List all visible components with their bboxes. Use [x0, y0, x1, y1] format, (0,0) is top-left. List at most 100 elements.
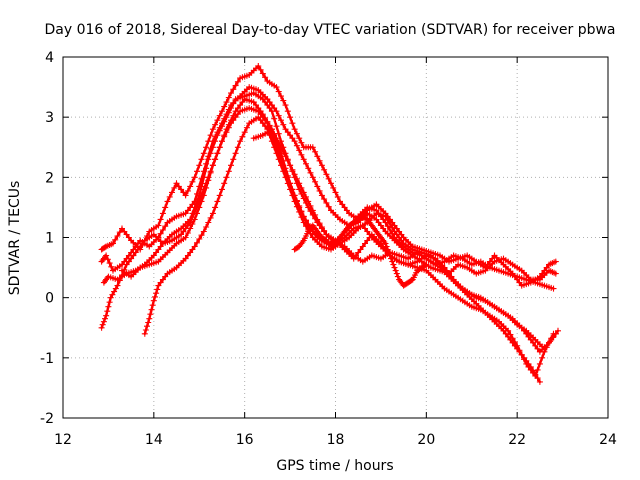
- data-point-marker: [99, 321, 106, 328]
- data-point-marker: [323, 171, 330, 178]
- data-point-marker: [325, 203, 332, 210]
- data-point-marker: [162, 223, 169, 230]
- data-point-marker: [184, 230, 191, 236]
- data-point-marker: [334, 193, 341, 200]
- data-point-marker: [141, 330, 148, 337]
- data-point-marker: [268, 126, 275, 133]
- data-point-marker: [278, 93, 284, 100]
- data-point-marker: [293, 175, 300, 182]
- data-point-marker: [280, 97, 287, 104]
- data-point-marker: [205, 177, 212, 184]
- data-point-marker: [314, 216, 321, 223]
- data-point-marker: [312, 211, 319, 218]
- y-tick-label: 3: [45, 110, 54, 126]
- data-point-marker: [323, 199, 330, 206]
- data-point-marker: [194, 239, 200, 246]
- data-point-marker: [309, 207, 316, 214]
- data-point-marker: [221, 118, 228, 125]
- data-point-marker: [278, 144, 284, 151]
- data-point-marker: [550, 285, 557, 292]
- data-point-marker: [293, 203, 300, 210]
- data-point-marker: [259, 70, 266, 77]
- data-point-marker: [280, 148, 287, 155]
- data-point-marker: [198, 156, 205, 163]
- data-point-marker: [214, 132, 221, 139]
- data-point-marker: [230, 86, 237, 93]
- data-point-marker: [271, 144, 278, 151]
- data-point-marker: [207, 132, 214, 139]
- data-point-marker: [287, 162, 294, 169]
- data-point-marker: [391, 264, 398, 271]
- data-point-marker: [307, 202, 314, 209]
- data-point-marker: [385, 249, 392, 256]
- data-point-marker: [116, 229, 123, 236]
- data-point-marker: [155, 222, 162, 229]
- data-point-marker: [300, 189, 307, 196]
- data-point-marker: [219, 123, 225, 130]
- data-point-marker: [325, 175, 332, 182]
- data-point-marker: [293, 142, 300, 149]
- x-tick-label: 20: [417, 432, 435, 448]
- data-point-marker: [105, 303, 112, 310]
- data-point-marker: [300, 219, 307, 226]
- data-point-marker: [394, 273, 401, 280]
- data-point-marker: [145, 319, 152, 326]
- data-point-marker: [148, 306, 155, 313]
- data-point-marker: [388, 255, 395, 262]
- data-point-marker: [219, 186, 225, 193]
- data-point-marker: [214, 150, 221, 157]
- data-point-marker: [382, 240, 389, 247]
- data-point-marker: [330, 184, 337, 191]
- chart-title: Day 016 of 2018, Sidereal Day-to-day VTE…: [44, 22, 615, 38]
- series-track-8: [291, 213, 430, 289]
- data-point-marker: [282, 102, 289, 109]
- data-point-marker: [191, 216, 198, 223]
- data-point-marker: [390, 261, 397, 268]
- data-point-marker: [234, 144, 241, 151]
- data-point-marker: [271, 115, 278, 122]
- data-point-marker: [318, 162, 325, 169]
- data-point-marker: [212, 121, 219, 128]
- data-point-marker: [116, 277, 123, 284]
- data-point-marker: [214, 198, 221, 205]
- y-tick-label: -2: [40, 411, 54, 427]
- data-point-marker: [157, 216, 164, 223]
- data-point-marker: [225, 124, 232, 131]
- data-point-marker: [387, 252, 393, 259]
- data-point-marker: [307, 169, 314, 176]
- data-point-marker: [296, 147, 303, 154]
- data-point-marker: [284, 180, 291, 187]
- data-point-marker: [154, 286, 161, 293]
- y-tick-label: 1: [45, 231, 54, 247]
- data-point-marker: [273, 150, 280, 157]
- data-point-marker: [108, 263, 115, 270]
- x-axis-label: GPS time / hours: [276, 458, 393, 474]
- data-point-marker: [316, 157, 323, 164]
- data-point-marker: [159, 227, 166, 233]
- data-point-marker: [191, 243, 198, 250]
- data-point-marker: [146, 315, 153, 322]
- data-point-marker: [275, 156, 282, 163]
- data-point-marker: [205, 219, 212, 226]
- data-point-marker: [209, 126, 216, 133]
- data-point-marker: [149, 302, 156, 309]
- data-point-marker: [309, 144, 316, 151]
- data-point-marker: [162, 204, 169, 211]
- data-point-marker: [203, 165, 210, 172]
- data-point-marker: [106, 260, 113, 267]
- data-point-marker: [144, 323, 150, 330]
- x-tick-label: 12: [54, 432, 72, 448]
- data-point-marker: [102, 315, 108, 322]
- data-point-marker: [289, 120, 296, 127]
- data-point-marker: [223, 129, 230, 136]
- data-point-marker: [552, 270, 559, 277]
- data-point-marker: [194, 210, 200, 217]
- data-point-marker: [209, 162, 216, 169]
- data-point-marker: [321, 227, 328, 234]
- data-point-marker: [189, 178, 196, 185]
- data-point-marker: [166, 193, 173, 200]
- data-point-marker: [536, 360, 543, 367]
- data-point-marker: [114, 282, 121, 289]
